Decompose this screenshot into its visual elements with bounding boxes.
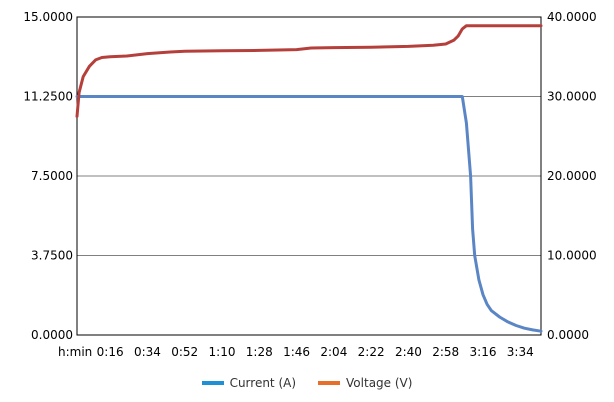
legend: Current (A) Voltage (V) xyxy=(0,374,614,392)
x-tick-label: 1:46 xyxy=(283,345,310,359)
y-left-tick-label: 3.7500 xyxy=(31,249,73,263)
legend-item-voltage: Voltage (V) xyxy=(318,376,412,390)
legend-label-current: Current (A) xyxy=(229,376,297,390)
y-right-tick-label: 10.0000 xyxy=(547,249,597,263)
x-tick-label: 2:40 xyxy=(395,345,422,359)
y-left-tick-label: 0.0000 xyxy=(31,328,73,342)
x-tick-label: 2:04 xyxy=(320,345,347,359)
x-tick-label: 0:52 xyxy=(171,345,198,359)
y-left-tick-label: 7.5000 xyxy=(31,169,73,183)
legend-label-voltage: Voltage (V) xyxy=(346,376,413,390)
x-tick-label: 3:16 xyxy=(470,345,497,359)
legend-swatch-current xyxy=(201,381,224,385)
x-tick-label: 2:58 xyxy=(432,345,459,359)
axis-layer: h:min 0.0000 3.7500 7.5000 11.2500 15.0000 0.… xyxy=(23,10,596,359)
x-tick-label: 2:22 xyxy=(358,345,385,359)
series-line-voltage xyxy=(75,24,543,118)
legend-swatch-voltage xyxy=(318,381,341,385)
plot-frame xyxy=(76,16,542,336)
x-tick-label: 3:34 xyxy=(507,345,534,359)
legend-item-current: Current (A) xyxy=(201,376,297,390)
x-tick-label: 0:16 xyxy=(97,345,124,359)
x-tick-label: 1:10 xyxy=(209,345,236,359)
y-right-tick-label: 20.0000 xyxy=(547,169,597,183)
y-left-tick-label: 15.0000 xyxy=(23,10,73,24)
x-tick-label: 1:28 xyxy=(246,345,273,359)
y-left-tick-label: 11.2500 xyxy=(23,90,73,104)
y-right-tick-label: 40.0000 xyxy=(547,10,597,24)
x-axis-label: h:min xyxy=(58,345,92,359)
y-right-tick-label: 0.0000 xyxy=(547,328,589,342)
x-tick-label: 0:34 xyxy=(134,345,161,359)
series-layer xyxy=(75,24,543,333)
y-right-tick-label: 30.0000 xyxy=(547,90,597,104)
series-line-current xyxy=(75,95,543,333)
